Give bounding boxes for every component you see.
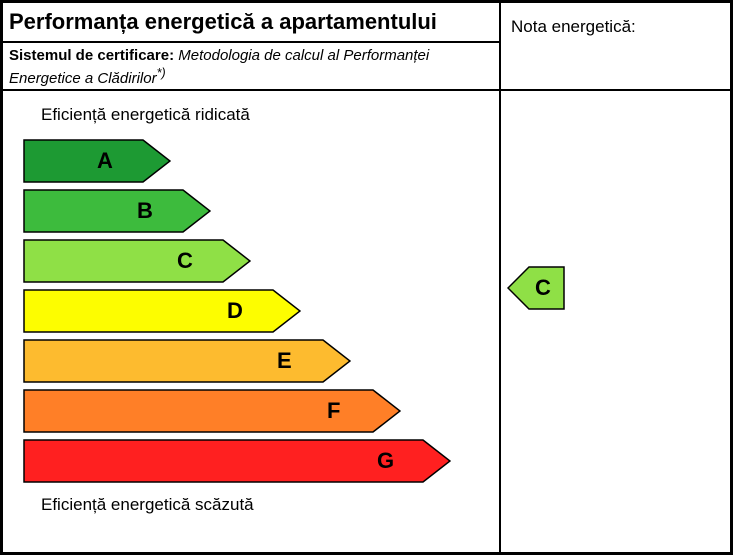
rating-caption-cell: Nota energetică: [500, 2, 731, 90]
result-rating-letter: C [535, 275, 551, 301]
result-rating-badge: C [507, 266, 565, 310]
bar-label-e: E [277, 348, 292, 374]
title-cell: Performanța energetică a apartamentului [2, 2, 500, 42]
subtitle-cell: Sistemul de certificare: Metodologia de … [2, 42, 500, 90]
title-text: Performanța energetică a apartamentului [9, 9, 437, 35]
subtitle-label: Sistemul de certificare: [9, 47, 174, 64]
efficiency-low-label: Eficiență energetică scăzută [41, 495, 479, 515]
bar-label-d: D [227, 298, 243, 324]
energy-bar-a: A [23, 139, 171, 183]
subtitle-footnote: *) [157, 66, 166, 80]
energy-bar-c: C [23, 239, 251, 283]
energy-bars: ABC D E F G [23, 139, 479, 483]
bar-label-a: A [97, 148, 113, 174]
energy-bar-g: G [23, 439, 451, 483]
energy-bar-d: D [23, 289, 301, 333]
bar-label-b: B [137, 198, 153, 224]
rating-caption: Nota energetică: [511, 17, 636, 36]
bar-label-c: C [177, 248, 193, 274]
chart-cell: Eficiență energetică ridicată ABC D E F G Ef… [2, 90, 500, 553]
result-cell: C [500, 90, 731, 553]
energy-bar-f: F [23, 389, 401, 433]
energy-bar-b: B [23, 189, 211, 233]
efficiency-high-label: Eficiență energetică ridicată [41, 105, 479, 125]
bar-label-f: F [327, 398, 340, 424]
energy-bar-e: E [23, 339, 351, 383]
bar-label-g: G [377, 448, 394, 474]
energy-certificate: Performanța energetică a apartamentului … [0, 0, 733, 555]
